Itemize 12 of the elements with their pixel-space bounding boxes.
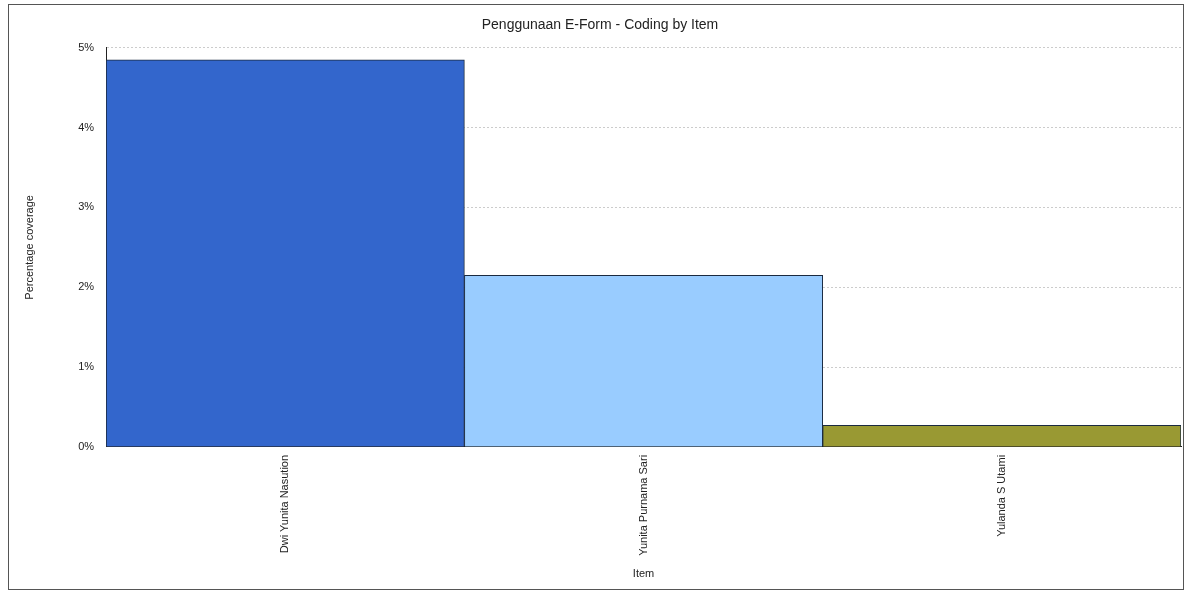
y-tick-label: 4% [78, 120, 95, 133]
x-axis-title: Item [632, 567, 655, 580]
y-tick-label: 0% [78, 439, 95, 452]
y-tick-label: 1% [78, 360, 95, 373]
y-tick-label: 3% [78, 200, 95, 213]
y-tick-label: 5% [78, 40, 95, 53]
chart-title: Penggunaan E-Form - Coding by Item [481, 16, 719, 33]
x-tick-label: Yulanda S Utami [994, 454, 1007, 537]
y-tick-label: 2% [78, 280, 95, 293]
y-axis-title: Percentage coverage [22, 195, 35, 300]
x-tick-label: Dwi Yunita Nasution [278, 454, 291, 554]
x-tick-label: Yunita Purnama Sari [636, 454, 649, 556]
